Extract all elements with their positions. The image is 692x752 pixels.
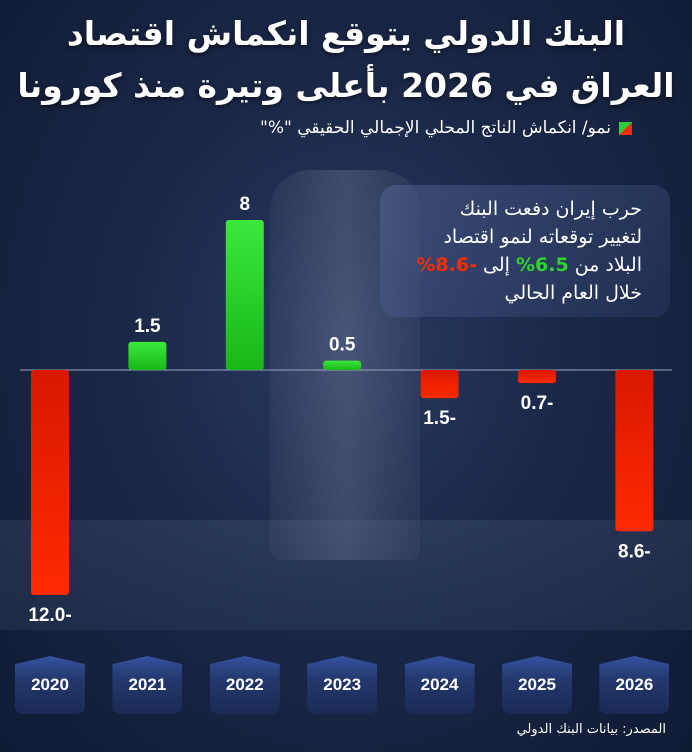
title-line-2: العراق في 2026 بأعلى وتيرة منذ كورونا bbox=[17, 66, 675, 105]
year-tab-2025 bbox=[502, 656, 572, 714]
note-to-value: -8.6% bbox=[416, 254, 477, 276]
bar-2026 bbox=[615, 370, 654, 532]
x-tick-label: 2022 bbox=[225, 675, 264, 694]
x-tick-label: 2020 bbox=[31, 675, 69, 694]
data-label-2026: 8.6- bbox=[618, 541, 651, 562]
legend: نمو/ انكماش الناتج المحلي الإجمالي الحقي… bbox=[260, 118, 632, 138]
bar-2024 bbox=[420, 370, 459, 399]
note-from-value: 6.5% bbox=[515, 254, 569, 276]
legend-label: نمو/ انكماش الناتج المحلي الإجمالي الحقي… bbox=[260, 118, 611, 138]
year-tab-2021 bbox=[112, 656, 183, 714]
data-label-2025: 0.7- bbox=[521, 393, 554, 414]
data-label-2022: 8 bbox=[240, 194, 251, 215]
x-tick-label: 2026 bbox=[615, 675, 654, 694]
data-label-2024: 1.5- bbox=[423, 408, 456, 429]
chart-title: البنك الدولي يتوقع انكماش اقتصاد العراق … bbox=[0, 8, 692, 112]
legend-swatch-icon bbox=[619, 121, 632, 135]
bar-2020 bbox=[31, 370, 69, 595]
bar-2022 bbox=[225, 220, 264, 370]
title-line-1: البنك الدولي يتوقع انكماش اقتصاد bbox=[66, 14, 626, 53]
note-mid: إلى bbox=[476, 254, 516, 276]
note-line-4: خلال العام الحالي bbox=[504, 282, 643, 304]
year-tab-2022 bbox=[209, 656, 280, 714]
bar-2021 bbox=[128, 341, 167, 370]
x-tick-label: 2024 bbox=[420, 675, 459, 694]
year-tab-2023 bbox=[307, 656, 378, 714]
note-line-1: حرب إيران دفعت البنك bbox=[459, 198, 642, 220]
annotation-box: حرب إيران دفعت البنك لتغيير توقعاته لنمو… bbox=[380, 185, 670, 317]
year-tab-2024 bbox=[404, 656, 475, 714]
bar-2025 bbox=[518, 370, 556, 384]
x-tick-label: 2025 bbox=[518, 675, 556, 694]
note-prefix: البلاد من bbox=[568, 254, 642, 276]
note-line-3: البلاد من 6.5% إلى -8.6% bbox=[416, 251, 642, 279]
source-note: المصدر: بيانات البنك الدولي bbox=[516, 722, 666, 737]
x-tick-label: 2021 bbox=[128, 675, 167, 694]
note-line-2: لتغيير توقعاته لنمو اقتصاد bbox=[443, 226, 642, 248]
data-label-2023: 0.5 bbox=[329, 335, 356, 356]
data-label-2021: 1.5 bbox=[134, 316, 161, 337]
x-tick-label: 2023 bbox=[323, 675, 362, 694]
background-city-image bbox=[0, 520, 692, 630]
year-tab-2026 bbox=[599, 656, 670, 714]
data-label-2020: 12.0- bbox=[28, 605, 71, 626]
bar-2023 bbox=[323, 360, 362, 370]
year-tab-2020 bbox=[15, 656, 85, 714]
